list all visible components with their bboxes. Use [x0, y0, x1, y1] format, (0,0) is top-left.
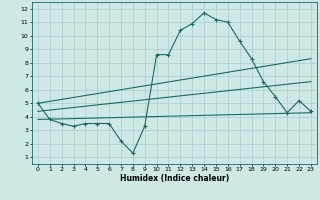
X-axis label: Humidex (Indice chaleur): Humidex (Indice chaleur) [120, 174, 229, 183]
